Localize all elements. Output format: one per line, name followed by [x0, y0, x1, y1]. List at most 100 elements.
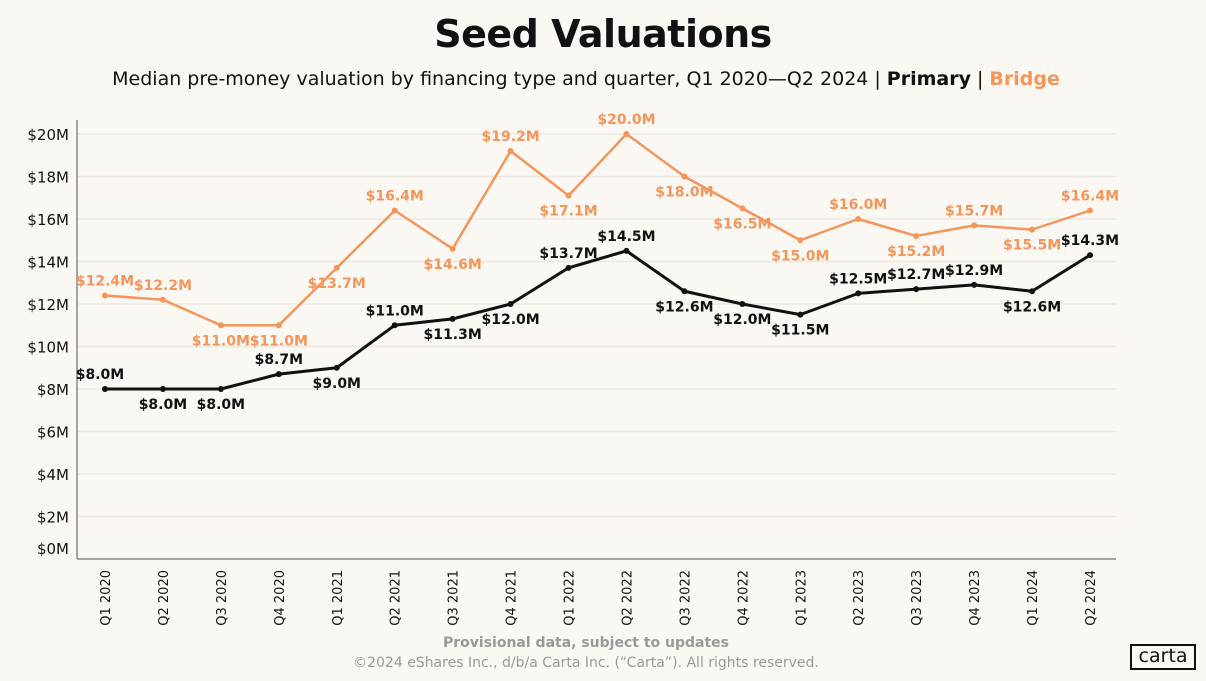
data-point: [681, 288, 688, 295]
y-tick-label: $18M: [27, 169, 69, 187]
data-label: $13.7M: [539, 246, 597, 262]
data-label: $12.6M: [655, 299, 713, 315]
x-tick-label: Q4 2022: [736, 570, 751, 626]
data-point: [333, 264, 340, 271]
chart-subtitle: Median pre-money valuation by financing …: [0, 68, 1172, 90]
data-label: $12.0M: [713, 312, 771, 328]
data-point: [1087, 252, 1093, 259]
data-point: [275, 371, 282, 378]
data-label: $9.0M: [313, 376, 361, 392]
series-line-primary: [105, 249, 1091, 391]
y-tick-label: $2M: [37, 509, 69, 527]
carta-logo: carta: [1130, 644, 1196, 670]
data-label: $12.6M: [1003, 299, 1061, 315]
series-line-bridge: [104, 132, 1091, 327]
data-point: [217, 386, 224, 392]
legend-bridge: Bridge: [989, 68, 1060, 90]
data-point: [159, 386, 166, 392]
x-tick-label: Q3 2022: [678, 570, 693, 626]
data-point: [507, 148, 514, 154]
data-point: [102, 292, 108, 299]
data-point: [333, 364, 340, 371]
data-label: $12.2M: [134, 278, 192, 294]
y-tick-label: $10M: [27, 339, 69, 357]
x-tick-label: Q3 2023: [910, 570, 925, 626]
copyright: ©2024 eShares Inc., d/b/a Carta Inc. (“C…: [353, 655, 819, 671]
data-label: $16.0M: [829, 197, 887, 213]
data-label: $20.0M: [597, 112, 655, 128]
data-point: [623, 247, 630, 254]
data-point: [217, 322, 224, 329]
data-label: $16.4M: [1061, 189, 1119, 205]
data-point: [971, 281, 978, 288]
data-point: [739, 301, 746, 307]
data-point: [623, 131, 630, 137]
x-tick-label: Q2 2023: [852, 570, 867, 626]
data-point: [913, 286, 920, 293]
legend-primary: Primary: [886, 68, 971, 90]
data-label: $11.0M: [192, 333, 250, 349]
data-point: [971, 222, 978, 229]
data-point: [855, 216, 862, 222]
data-point: [1087, 207, 1093, 214]
data-label: $12.0M: [481, 312, 539, 328]
data-label: $8.0M: [76, 367, 124, 383]
x-tick-label: Q2 2020: [157, 570, 172, 626]
data-point: [102, 386, 108, 392]
data-label: $18.0M: [655, 185, 713, 201]
data-label: $11.0M: [250, 333, 308, 349]
data-label: $11.5M: [771, 323, 829, 339]
data-point: [275, 322, 282, 329]
data-label: $15.5M: [1003, 238, 1061, 254]
data-label: $16.4M: [366, 189, 424, 205]
y-tick-label: $16M: [27, 211, 69, 229]
data-point: [1029, 226, 1036, 233]
data-point: [391, 322, 398, 329]
data-label: $12.7M: [887, 267, 945, 283]
x-tick-label: Q4 2021: [505, 570, 520, 626]
data-label: $15.2M: [887, 244, 945, 260]
data-point: [565, 264, 572, 271]
provisional-note: Provisional data, subject to updates: [443, 635, 729, 651]
data-label: $19.2M: [481, 129, 539, 145]
data-label: $14.5M: [597, 229, 655, 245]
x-tick-label: Q4 2023: [968, 570, 983, 626]
data-point: [1029, 288, 1036, 295]
data-point: [449, 245, 456, 252]
subtitle-text: Median pre-money valuation by financing …: [112, 68, 869, 90]
x-tick-label: Q2 2021: [389, 570, 404, 626]
data-point: [797, 311, 804, 318]
data-label: $12.5M: [829, 271, 887, 287]
y-tick-label: $8M: [37, 381, 69, 399]
y-tick-label: $14M: [27, 254, 69, 272]
data-label: $15.7M: [945, 203, 1003, 219]
data-label: $12.9M: [945, 263, 1003, 279]
data-point: [391, 207, 398, 214]
data-label: $12.4M: [76, 274, 134, 290]
y-tick-label: $12M: [27, 296, 69, 314]
y-tick-label: $6M: [37, 424, 69, 442]
data-point: [739, 205, 746, 212]
x-tick-label: Q2 2022: [620, 570, 635, 626]
data-point: [913, 233, 920, 239]
data-label: $11.3M: [424, 327, 482, 343]
data-label: $8.7M: [255, 352, 303, 368]
chart-title: Seed Valuations: [434, 12, 772, 56]
x-tick-label: Q1 2020: [99, 570, 114, 626]
x-tick-label: Q3 2021: [447, 570, 462, 626]
x-tick-label: Q2 2024: [1084, 570, 1099, 626]
x-tick-label: Q1 2022: [563, 570, 578, 626]
x-tick-label: Q1 2024: [1026, 570, 1041, 626]
y-tick-label: $0M: [37, 540, 69, 558]
x-tick-label: Q4 2020: [273, 570, 288, 626]
data-point: [681, 173, 688, 180]
data-label: $17.1M: [539, 204, 597, 220]
data-point: [797, 237, 804, 244]
data-label: $16.5M: [713, 216, 771, 232]
legend-separator: |: [874, 68, 881, 90]
x-tick-label: Q3 2020: [215, 570, 230, 626]
data-label: $15.0M: [771, 248, 829, 264]
data-point: [855, 290, 862, 297]
data-label: $13.7M: [308, 276, 366, 292]
